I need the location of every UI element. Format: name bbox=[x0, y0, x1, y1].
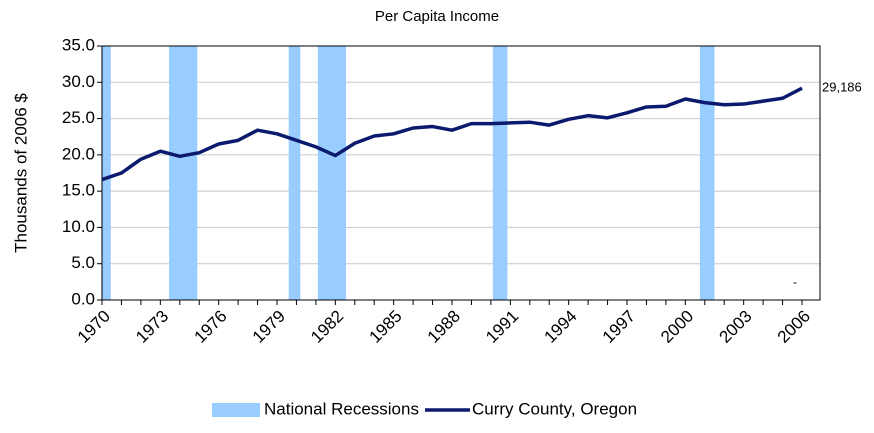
recession-band bbox=[102, 46, 111, 300]
x-tick-label: 1994 bbox=[540, 307, 580, 347]
recession-band bbox=[492, 46, 508, 300]
y-axis-label: Thousands of 2006 $ bbox=[11, 93, 30, 253]
y-tick-label: 20.0 bbox=[62, 144, 95, 163]
x-tick-label: 2003 bbox=[715, 307, 755, 347]
y-tick-label: 25.0 bbox=[62, 108, 95, 127]
series-line bbox=[101, 86, 803, 182]
recession-band bbox=[169, 46, 198, 300]
y-tick-label: 35.0 bbox=[62, 35, 95, 54]
chart-title: Per Capita Income bbox=[375, 8, 499, 25]
legend-label: National Recessions bbox=[264, 399, 419, 418]
recession-band bbox=[317, 46, 347, 300]
x-tick-label: 1988 bbox=[424, 307, 464, 347]
annotation: - bbox=[793, 275, 797, 289]
plot-frame bbox=[101, 45, 821, 301]
recession-band bbox=[699, 46, 715, 300]
value-label: 29,186 bbox=[822, 80, 862, 95]
y-tick-label: 0.0 bbox=[71, 289, 95, 308]
x-tick-label: 1970 bbox=[74, 307, 114, 347]
x-tick-label: 1985 bbox=[365, 307, 405, 347]
y-tick-label: 15.0 bbox=[62, 181, 95, 200]
x-tick-label: 1997 bbox=[599, 307, 639, 347]
legend-label: Curry County, Oregon bbox=[472, 399, 637, 418]
x-tick-label: 1991 bbox=[482, 307, 522, 347]
x-tick-label: 1982 bbox=[307, 307, 347, 347]
x-tick-label: 1979 bbox=[249, 307, 289, 347]
recession-band bbox=[288, 46, 301, 300]
x-tick-label: 1973 bbox=[132, 307, 172, 347]
y-tick-label: 30.0 bbox=[62, 72, 95, 91]
y-tick-label: 5.0 bbox=[71, 253, 95, 272]
y-tick-label: 10.0 bbox=[62, 217, 95, 236]
x-tick-label: 1976 bbox=[190, 307, 230, 347]
legend-swatch bbox=[212, 403, 260, 417]
x-tick-label: 2006 bbox=[774, 307, 814, 347]
x-tick-label: 2000 bbox=[657, 307, 697, 347]
